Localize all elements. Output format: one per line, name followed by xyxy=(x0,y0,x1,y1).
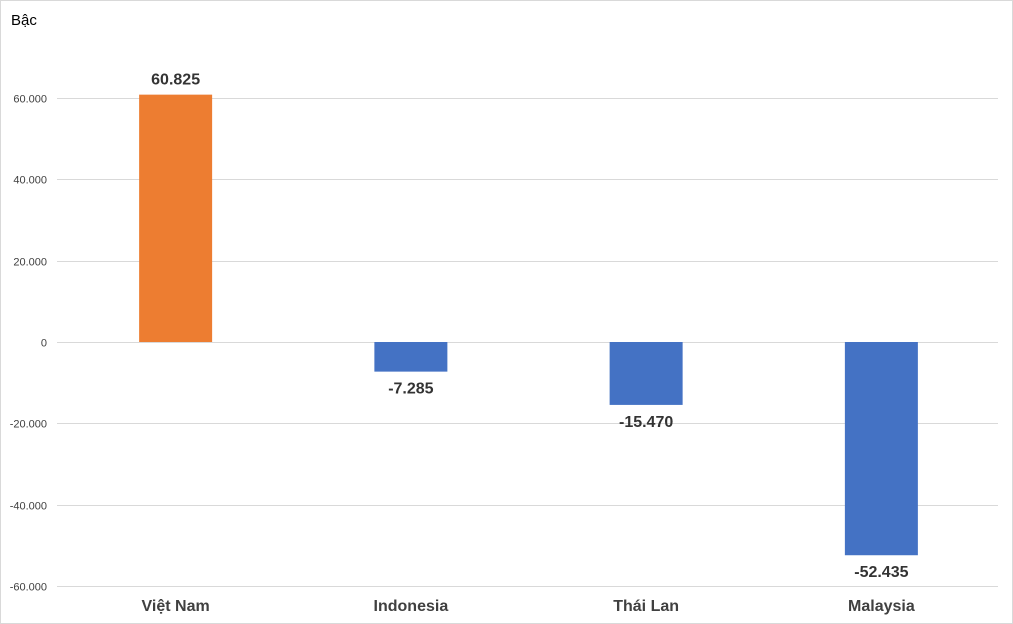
y-tick-label: 20.000 xyxy=(13,257,47,269)
bar xyxy=(844,342,918,556)
x-axis-categories: Việt Nam Indonesia Thái Lan Malaysia xyxy=(142,598,915,615)
data-label: 60.825 xyxy=(151,72,200,89)
y-tick-label: -40.000 xyxy=(10,501,47,513)
y-tick-label: 40.000 xyxy=(13,175,47,187)
x-category-label: Indonesia xyxy=(374,598,449,615)
y-tick-label: -60.000 xyxy=(10,582,47,594)
bar xyxy=(374,342,448,372)
bar xyxy=(139,94,213,343)
y-tick-label: 60.000 xyxy=(13,94,47,106)
x-category-label: Việt Nam xyxy=(142,598,210,615)
data-label: -7.285 xyxy=(388,381,433,398)
gridlines xyxy=(57,98,998,587)
y-axis-ticks: 60.000 40.000 20.000 0 -20.000 -40.000 -60.000 xyxy=(10,94,47,594)
y-tick-label: -20.000 xyxy=(10,419,47,431)
y-axis-label: Bậc xyxy=(11,12,37,29)
bar xyxy=(609,342,683,405)
bars xyxy=(139,94,918,556)
data-labels: 60.825 -7.285 -15.470 -52.435 xyxy=(151,72,908,582)
x-category-label: Thái Lan xyxy=(613,598,679,615)
y-tick-label: 0 xyxy=(41,338,47,350)
data-label: -52.435 xyxy=(854,564,908,581)
x-category-label: Malaysia xyxy=(848,598,915,615)
data-label: -15.470 xyxy=(619,414,673,431)
